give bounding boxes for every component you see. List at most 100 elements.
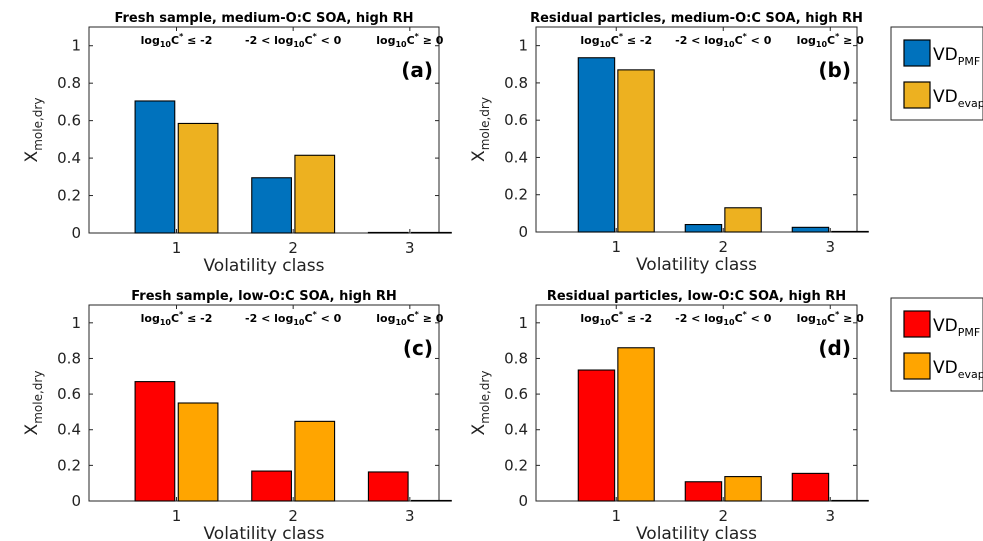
legend-2: VDPMF VDevap [890, 297, 983, 392]
bar-evap-class-1 [617, 69, 655, 233]
y-tick-label: 0.6 [57, 112, 81, 130]
x-axis-label: Volatility class [203, 256, 324, 276]
volatility-range-label: -2 < log10C* < 0 [675, 32, 772, 49]
y-tick-label: 0.8 [57, 349, 81, 367]
bar-pmf-class-3 [791, 226, 830, 233]
y-tick-label: 0.2 [57, 456, 81, 474]
y-tick-label: 0.8 [57, 74, 81, 92]
y-tick-label: 0 [71, 224, 81, 242]
bar-evap-class-2 [724, 207, 762, 233]
x-tick-label: 3 [825, 238, 835, 256]
bar-evap-class-3 [411, 231, 452, 234]
legend-label: VDevap [933, 358, 983, 381]
y-axis-label: Xmole,dry [469, 371, 492, 436]
legend-1: VDPMF VDevap [890, 26, 983, 121]
y-tick-label: 0.6 [504, 385, 528, 403]
bar-evap-class-2 [724, 476, 762, 502]
x-tick-label: 3 [405, 239, 415, 257]
y-tick-label: 1 [518, 37, 528, 55]
y-tick-label: 1 [518, 314, 528, 332]
chart-title: Residual particles, medium-O:C SOA, high… [530, 11, 863, 26]
y-tick-label: 0.2 [57, 187, 81, 205]
x-tick-label: 1 [611, 507, 621, 525]
bar-evap-class-1 [177, 122, 219, 234]
y-tick-label: 0 [518, 492, 528, 510]
volatility-range-label: log10C* ≥ 0 [797, 310, 864, 327]
bar-evap-class-1 [617, 347, 655, 502]
x-tick-label: 1 [172, 239, 182, 257]
panel-label: (c) [403, 336, 433, 360]
y-tick-label: 0.4 [57, 421, 81, 439]
y-tick-label: 0.4 [504, 148, 528, 166]
y-axis-label: Xmole,dry [22, 98, 45, 163]
x-tick-label: 2 [288, 507, 298, 525]
bar-pmf-class-1 [577, 57, 616, 233]
bar-evap-class-3 [411, 499, 452, 502]
legend-swatch [903, 81, 931, 109]
y-tick-label: 0.6 [57, 385, 81, 403]
legend-swatch [903, 352, 931, 380]
volatility-range-label: -2 < log10C* < 0 [245, 32, 342, 49]
legends: VDPMF VDevap VDPMF VDevap [890, 26, 983, 392]
panels: 0 0.2 0.4 0.6 0.8 1 1 2 3 log10C* ≤ -2 -2 < log10C… [22, 11, 869, 541]
y-axis-label: Xmole,dry [469, 97, 492, 162]
x-axis-label: Volatility class [636, 255, 757, 275]
y-tick-label: 1 [71, 314, 81, 332]
legend-label: VDPMF [933, 45, 980, 68]
bar-evap-class-3 [831, 230, 869, 233]
x-tick-label: 3 [825, 507, 835, 525]
bar-pmf-class-1 [577, 369, 616, 502]
x-tick-label: 2 [288, 239, 298, 257]
chart-panel-3: 0 0.2 0.4 0.6 0.8 1 1 2 3 log10C* ≤ -2 -2 < log10C… [22, 289, 452, 541]
bar-pmf-class-3 [367, 471, 409, 502]
x-axis-label: Volatility class [636, 524, 757, 541]
volatility-range-label: log10C* ≥ 0 [376, 32, 443, 49]
chart-panel-4: 0 0.2 0.4 0.6 0.8 1 1 2 3 log10C* ≤ -2 -2 < log10C… [469, 289, 869, 541]
bar-pmf-class-2 [251, 177, 292, 234]
y-tick-label: 0 [71, 492, 81, 510]
chart-panel-1: 0 0.2 0.4 0.6 0.8 1 1 2 3 log10C* ≤ -2 -2 < log10C… [22, 11, 452, 276]
y-axis-label: Xmole,dry [22, 371, 45, 436]
bar-pmf-class-3 [791, 472, 830, 502]
volatility-range-label: log10C* ≤ -2 [141, 32, 213, 49]
legend-label: VDPMF [933, 316, 980, 339]
legend-swatch [903, 39, 931, 67]
y-tick-label: 0.4 [504, 421, 528, 439]
bar-pmf-class-1 [134, 381, 176, 502]
volatility-range-label: log10C* ≥ 0 [797, 32, 864, 49]
panel-label: (b) [818, 58, 851, 82]
volatility-range-label: log10C* ≤ -2 [141, 310, 213, 327]
x-axis-label: Volatility class [203, 524, 324, 541]
y-tick-label: 0.8 [504, 349, 528, 367]
bar-evap-class-2 [294, 154, 336, 234]
volatility-range-label: log10C* ≤ -2 [580, 310, 652, 327]
y-tick-label: 0 [518, 223, 528, 241]
bar-evap-class-2 [294, 420, 336, 502]
x-tick-label: 2 [718, 507, 728, 525]
bar-pmf-class-1 [134, 100, 176, 234]
chart-panel-2: 0 0.2 0.4 0.6 0.8 1 1 2 3 log10C* ≤ -2 -2 < log10C… [469, 11, 869, 275]
x-tick-label: 3 [405, 507, 415, 525]
y-tick-label: 0.2 [504, 456, 528, 474]
volatility-range-label: log10C* ≥ 0 [376, 310, 443, 327]
volatility-range-label: log10C* ≤ -2 [580, 32, 652, 49]
y-tick-label: 0.6 [504, 111, 528, 129]
y-tick-label: 0.2 [504, 186, 528, 204]
chart-title: Fresh sample, medium-O:C SOA, high RH [114, 11, 413, 26]
volatility-range-label: -2 < log10C* < 0 [675, 310, 772, 327]
legend-label: VDevap [933, 87, 983, 110]
bar-pmf-class-2 [684, 481, 723, 502]
x-tick-label: 1 [172, 507, 182, 525]
chart-title: Fresh sample, low-O:C SOA, high RH [131, 289, 397, 304]
x-tick-label: 2 [718, 238, 728, 256]
y-tick-label: 0.4 [57, 149, 81, 167]
chart-title: Residual particles, low-O:C SOA, high RH [547, 289, 846, 304]
x-tick-label: 1 [611, 238, 621, 256]
volatility-range-label: -2 < log10C* < 0 [245, 310, 342, 327]
y-tick-label: 1 [71, 37, 81, 55]
panel-label: (a) [401, 58, 433, 82]
bar-evap-class-3 [831, 499, 869, 502]
legend-swatch [903, 310, 931, 338]
y-tick-label: 0.8 [504, 74, 528, 92]
bar-pmf-class-3 [367, 231, 409, 234]
